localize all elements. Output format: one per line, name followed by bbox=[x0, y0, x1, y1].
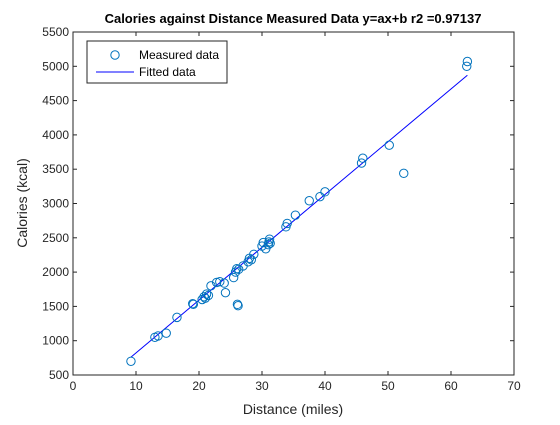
data-point bbox=[399, 168, 409, 179]
y-axis-ticks: 500 1000 1500 2000 2500 3000 3500 4000 4500 5000 5… bbox=[42, 25, 514, 382]
data-point bbox=[356, 158, 367, 168]
data-point bbox=[246, 255, 256, 265]
data-point bbox=[282, 218, 292, 229]
y-axis-label: Calories (kcal) bbox=[14, 158, 30, 247]
data-point bbox=[211, 277, 222, 288]
chart-title: Calories against Distance Measured Data … bbox=[105, 11, 482, 26]
data-point bbox=[201, 289, 212, 299]
legend-label-measured: Measured data bbox=[139, 48, 219, 62]
legend-marker-measured bbox=[110, 50, 120, 60]
x-tick-label: 10 bbox=[129, 379, 143, 393]
x-tick-label: 20 bbox=[192, 379, 206, 393]
y-tick-label: 1500 bbox=[42, 299, 69, 313]
data-point bbox=[228, 272, 239, 283]
data-point bbox=[219, 278, 229, 288]
data-point bbox=[153, 331, 163, 341]
data-point bbox=[384, 140, 394, 150]
data-point bbox=[215, 277, 225, 287]
data-point bbox=[265, 238, 275, 248]
data-point bbox=[249, 249, 259, 259]
data-point bbox=[233, 301, 243, 311]
data-point bbox=[304, 196, 314, 206]
legend: Measured data Fitted data bbox=[86, 40, 228, 84]
data-point bbox=[315, 191, 325, 202]
data-point bbox=[462, 56, 473, 67]
x-axis-label: Distance (miles) bbox=[243, 401, 343, 417]
data-point bbox=[203, 290, 214, 301]
data-point bbox=[264, 234, 275, 244]
data-point bbox=[320, 187, 330, 197]
data-point bbox=[188, 298, 198, 309]
x-tick-label: 50 bbox=[381, 379, 395, 393]
measured-markers-layer bbox=[126, 56, 473, 366]
axes-box bbox=[72, 31, 515, 376]
y-tick-label: 4500 bbox=[42, 94, 69, 108]
data-point bbox=[290, 210, 301, 220]
data-point bbox=[161, 328, 171, 338]
data-point bbox=[462, 61, 472, 72]
y-tick-label: 2500 bbox=[42, 231, 69, 245]
y-tick-label: 5500 bbox=[42, 25, 69, 39]
y-tick-label: 3500 bbox=[42, 162, 69, 176]
data-point bbox=[188, 299, 199, 310]
y-tick-label: 2000 bbox=[42, 265, 69, 279]
y-tick-label: 5000 bbox=[42, 59, 69, 73]
axes-background bbox=[73, 32, 514, 375]
data-point bbox=[200, 293, 211, 303]
x-tick-label: 70 bbox=[507, 379, 521, 393]
x-tick-label: 60 bbox=[444, 379, 458, 393]
y-tick-label: 4000 bbox=[42, 128, 69, 142]
legend-box bbox=[86, 40, 228, 84]
data-point bbox=[126, 356, 136, 366]
y-tick-label: 1000 bbox=[42, 334, 69, 348]
data-point bbox=[172, 312, 182, 323]
y-tick-label: 3000 bbox=[42, 197, 69, 211]
data-point bbox=[358, 153, 368, 163]
x-axis-ticks: 0 10 20 30 40 50 60 70 bbox=[70, 32, 521, 393]
data-point bbox=[199, 292, 209, 302]
legend-label-fitted: Fitted data bbox=[139, 65, 196, 79]
y-tick-label: 500 bbox=[49, 368, 69, 382]
data-point bbox=[206, 281, 216, 291]
x-tick-label: 0 bbox=[70, 379, 77, 393]
x-tick-label: 30 bbox=[255, 379, 269, 393]
x-tick-label: 40 bbox=[318, 379, 332, 393]
data-point bbox=[220, 287, 231, 298]
